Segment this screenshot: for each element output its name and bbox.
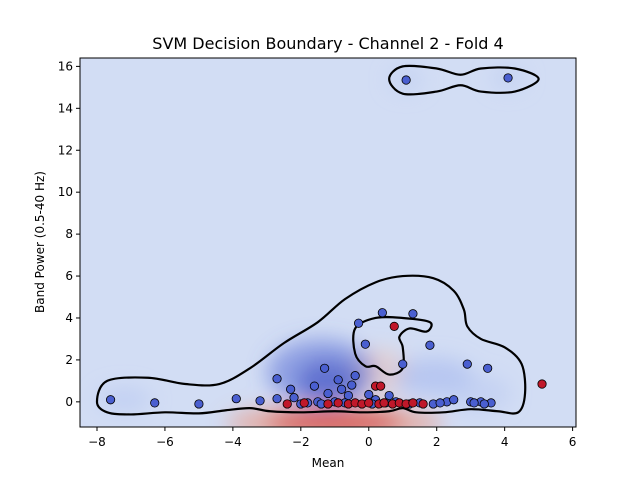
scatter-point xyxy=(336,384,347,394)
y-tick-label: 4 xyxy=(65,311,73,325)
scatter-point xyxy=(449,395,459,405)
x-tick-label: 0 xyxy=(365,435,373,449)
scatter-point xyxy=(347,380,357,390)
scatter-point xyxy=(286,384,296,394)
scatter-point xyxy=(503,73,513,83)
x-tick-label: 6 xyxy=(569,435,577,449)
scatter-point xyxy=(231,394,241,404)
chart-title: SVM Decision Boundary - Channel 2 - Fold… xyxy=(152,34,503,53)
scatter-point xyxy=(377,308,387,318)
x-tick-label: −6 xyxy=(156,435,174,449)
x-tick-label: −8 xyxy=(88,435,106,449)
scatter-point xyxy=(272,394,282,404)
scatter-point xyxy=(384,390,394,401)
y-tick-label: 8 xyxy=(65,227,73,241)
y-axis-label: Band Power (0.5-40 Hz) xyxy=(33,171,47,313)
boundary-contour xyxy=(352,315,433,376)
scatter-points xyxy=(105,73,547,409)
scatter-point xyxy=(350,371,360,381)
scatter-point xyxy=(333,375,343,385)
scatter-point xyxy=(105,395,116,405)
scatter-point xyxy=(479,399,489,409)
scatter-point xyxy=(323,388,333,399)
scatter-point xyxy=(537,379,547,389)
scatter-point xyxy=(398,359,408,369)
scatter-point xyxy=(408,398,418,408)
scatter-point xyxy=(289,393,299,403)
y-tick-label: 12 xyxy=(58,143,73,157)
scatter-point xyxy=(353,318,364,328)
scatter-point xyxy=(333,398,343,408)
scatter-point xyxy=(364,398,374,408)
scatter-point xyxy=(389,321,399,331)
x-tick-label: 4 xyxy=(501,435,509,449)
scatter-point xyxy=(323,399,333,409)
scatter-point xyxy=(282,399,292,409)
scatter-point xyxy=(425,340,435,350)
scatter-point xyxy=(194,399,204,409)
density-blob xyxy=(226,403,444,427)
x-tick-label: −4 xyxy=(224,435,242,449)
scatter-point xyxy=(360,339,370,349)
boundary-contour xyxy=(388,64,540,96)
y-tick-label: 10 xyxy=(58,185,73,199)
scatter-point xyxy=(272,374,282,384)
scatter-point xyxy=(435,398,445,408)
density-blob xyxy=(443,374,512,413)
x-axis: −8 −6 −4 −2 0 2 4 6 xyxy=(88,427,576,449)
x-tick-label: −2 xyxy=(292,435,310,449)
scatter-point xyxy=(379,398,389,408)
scatter-point xyxy=(469,398,479,408)
x-axis-label: Mean xyxy=(312,456,345,470)
scatter-point xyxy=(401,75,411,85)
scatter-point xyxy=(320,363,330,373)
boundary-contour xyxy=(95,274,527,416)
decision-boundary xyxy=(95,64,540,416)
scatter-point xyxy=(299,398,309,408)
y-tick-label: 0 xyxy=(65,395,73,409)
scatter-point xyxy=(255,396,265,406)
scatter-point xyxy=(483,363,493,373)
scatter-point xyxy=(150,398,160,408)
x-tick-label: 2 xyxy=(433,435,441,449)
y-tick-label: 2 xyxy=(65,353,73,367)
scatter-point xyxy=(408,309,418,319)
y-tick-label: 14 xyxy=(58,101,73,115)
scatter-point xyxy=(462,359,472,369)
scatter-point xyxy=(309,381,320,391)
y-axis: 0 2 4 6 8 10 12 14 16 xyxy=(58,59,80,409)
density-blob xyxy=(96,387,152,413)
scatter-point xyxy=(376,381,386,391)
y-tick-label: 16 xyxy=(58,59,73,73)
scatter-point xyxy=(418,399,428,409)
plot-frame xyxy=(79,57,577,428)
y-tick-label: 6 xyxy=(65,269,73,283)
